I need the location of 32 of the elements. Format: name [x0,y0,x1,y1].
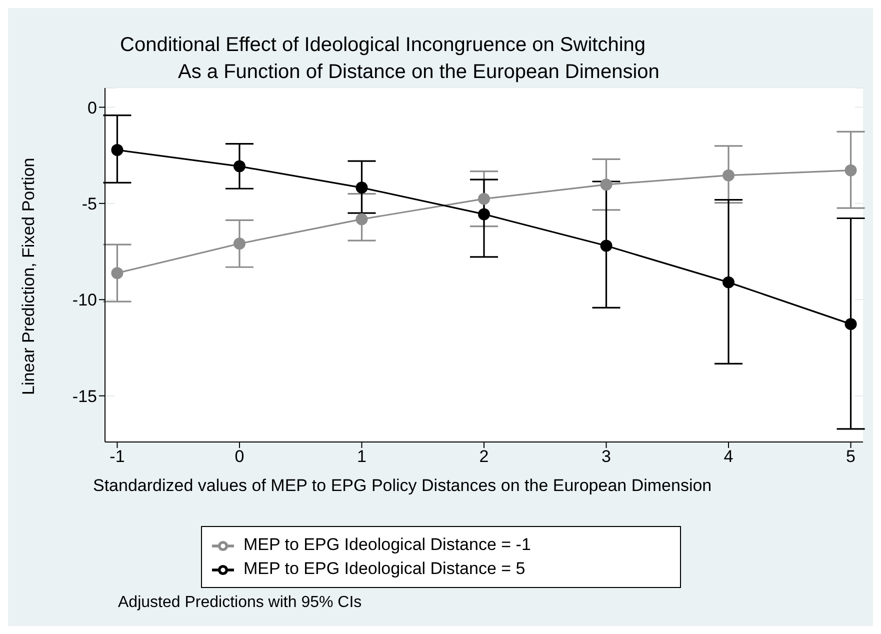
point [356,182,368,194]
point [600,178,612,191]
point [233,238,246,250]
x-tick-label: 1 [357,447,366,466]
point [478,208,490,220]
y-axis-title: Linear Prediction, Fixed Portion [19,158,38,395]
x-tick-label: 0 [234,447,244,466]
x-tick-label: 4 [724,447,734,466]
x-tick-label: 3 [602,447,611,466]
point [722,169,735,182]
y-tick-label: -15 [72,386,97,406]
point [844,164,857,176]
x-tick-label: 5 [846,447,856,466]
legend-label: MEP to EPG Ideological Distance = -1 [244,535,531,554]
x-tick-label: -1 [110,447,125,466]
x-tick-label: 2 [479,447,489,466]
x-axis-title: Standardized values of MEP to EPG Policy Distances on the European Dimension [93,476,712,496]
point [233,160,246,172]
y-tick-label: -10 [72,290,97,310]
text: Adjusted Predictions with 95% CIs [118,594,362,612]
point [844,318,857,330]
point [356,213,368,226]
chart-title: Conditional Effect of Ideological Incongruence on Switching [119,33,647,57]
legend-label: MEP to EPG Ideological Distance = 5 [244,559,526,578]
y-tick-label: 0 [88,98,97,118]
point [600,240,612,252]
y-tick-label: -5 [82,194,97,214]
chart-subtitle: As a Function of Distance on the European Dimension [177,61,660,84]
point [722,276,735,288]
point [111,267,124,280]
point [111,144,124,156]
point [478,192,490,205]
